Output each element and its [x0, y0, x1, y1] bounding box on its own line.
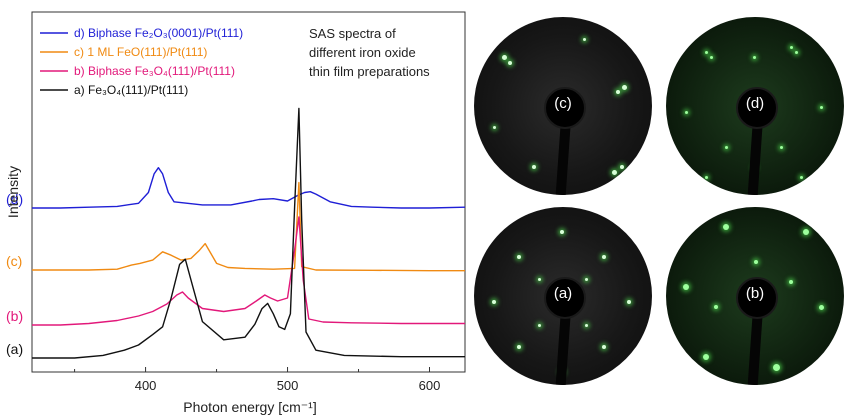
legend: d) Biphase Fe₂O₃(0001)/Pt(111) c) 1 ML Fe… [40, 26, 243, 97]
diffraction-spot [714, 305, 718, 309]
diffraction-spot [752, 55, 756, 59]
legend-entry: d) Biphase Fe₂O₃(0001)/Pt(111) [74, 26, 243, 40]
diffraction-spot [532, 165, 536, 169]
diffraction-spot [683, 284, 689, 290]
x-axis-title: Photon energy [cm⁻¹] [183, 399, 316, 415]
diffraction-spot [621, 84, 627, 90]
series-label: (d) [6, 191, 23, 207]
sas-spectra-chart: 400 500 600 d) Biphase Fe₂O₃(0001)/Pt(111)… [5, 11, 466, 415]
diffraction-spot [508, 61, 512, 65]
sample-holder-shadow [747, 311, 763, 385]
diffraction-spot [803, 229, 809, 235]
diffraction-spot [602, 255, 606, 259]
sample-holder-shadow [555, 311, 571, 385]
leed-image: (d) [666, 17, 844, 195]
diffraction-spot [704, 175, 708, 179]
diffraction-spot [779, 145, 783, 149]
diffraction-spot [704, 50, 708, 54]
leed-image-label: (b) [745, 285, 765, 302]
plot-frame [31, 11, 466, 373]
annotation-line-1: SAS spectra of [309, 26, 396, 41]
series-label: (a) [6, 341, 23, 357]
leed-center-mask [544, 277, 586, 319]
sample-holder-shadow [747, 121, 763, 195]
diffraction-spot [789, 45, 793, 49]
legend-entry: c) 1 ML FeO(111)/Pt(111) [74, 45, 207, 59]
diffraction-spot [723, 224, 729, 230]
series-lines [32, 107, 466, 359]
diffraction-spot [501, 54, 507, 60]
diffraction-spot [703, 354, 709, 360]
x-tick-label: 500 [277, 378, 299, 393]
diffraction-spot [611, 169, 617, 175]
series-line [32, 181, 465, 272]
diffraction-spot [819, 105, 823, 109]
diffraction-spot [684, 110, 688, 114]
x-tick-label: 400 [135, 378, 157, 393]
diffraction-spot [789, 280, 793, 284]
annotation-line-2: different iron oxide [309, 45, 416, 60]
diffraction-spot [620, 165, 624, 169]
diffraction-spot [492, 300, 496, 304]
y-axis-title: Intensity [5, 166, 21, 218]
leed-image: (b) [666, 207, 844, 385]
leed-center-mask [544, 87, 586, 129]
diffraction-spot [709, 55, 713, 59]
legend-entry: a) Fe₃O₄(111)/Pt(111) [74, 83, 188, 97]
diffraction-spot [537, 277, 541, 281]
diffraction-spot [799, 175, 803, 179]
x-tick-label: 600 [419, 378, 441, 393]
diffraction-spot [492, 125, 496, 129]
series-line [32, 166, 466, 209]
leed-center-mask [736, 277, 778, 319]
series-label: (b) [6, 308, 23, 324]
leed-image: (c) [474, 17, 652, 195]
diffraction-spot [794, 50, 798, 54]
diffraction-spot [616, 90, 620, 94]
series-labels: (d) (c) (b) (a) [6, 191, 23, 357]
leed-image-label: (c) [554, 95, 572, 112]
diffraction-spot [818, 304, 824, 310]
series-label: (c) [6, 253, 22, 269]
series-line [32, 107, 465, 359]
x-ticks: 400 500 600 [74, 367, 441, 393]
leed-center-mask [736, 87, 778, 129]
diffraction-spot [517, 255, 521, 259]
diffraction-spot [560, 230, 564, 234]
diffraction-spot [627, 300, 631, 304]
diffraction-spot [517, 345, 521, 349]
diffraction-spot [602, 345, 606, 349]
leed-image: (a) [474, 207, 652, 385]
annotation-line-3: thin film preparations [309, 64, 430, 79]
leed-image-label: (d) [745, 95, 765, 112]
legend-entry: b) Biphase Fe₃O₄(111)/Pt(111) [74, 64, 235, 78]
series-line [32, 216, 465, 326]
sample-holder-shadow [555, 121, 571, 195]
diffraction-spot [537, 323, 541, 327]
diffraction-spot [582, 37, 586, 41]
leed-image-label: (a) [553, 285, 573, 302]
diffraction-spot [584, 323, 588, 327]
diffraction-spot [754, 260, 758, 264]
diffraction-spot [772, 363, 780, 371]
diffraction-spot [724, 145, 728, 149]
diffraction-spot [584, 277, 588, 281]
